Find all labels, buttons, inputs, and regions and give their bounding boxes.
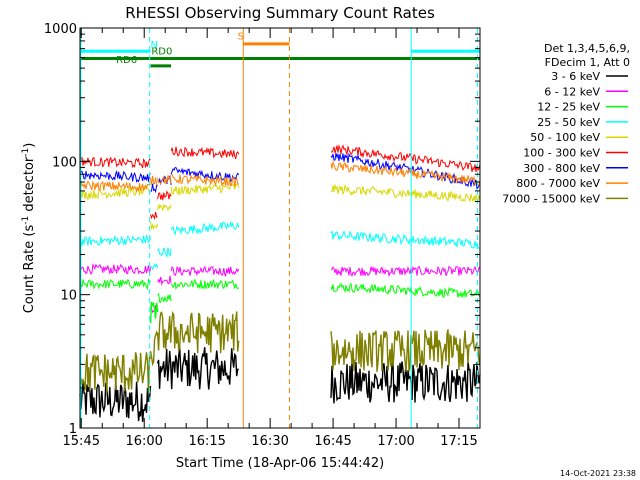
series-8-segment-0: [79, 352, 152, 393]
y-tick-label-1: 10: [60, 289, 77, 304]
series-7-segment-1: [150, 175, 158, 186]
series-8-segment-1: [149, 329, 159, 367]
legend-label-7: 800 - 7000 keV: [516, 177, 600, 190]
legend-label-2: 12 - 25 keV: [537, 101, 600, 114]
x-axis-label: Start Time (18-Apr-06 15:44:42): [176, 456, 384, 471]
y-tick-label-2: 100: [52, 155, 77, 170]
legend-label-8: 7000 - 15000 keV: [502, 192, 600, 205]
x-tick-label-1: 16:00: [125, 434, 162, 449]
y-axis-label-part3: ): [22, 143, 37, 148]
series-3-segment-2: [157, 247, 172, 259]
series-7: [79, 160, 481, 193]
series-2-segment-4: [330, 282, 481, 298]
y-axis-label-part2: detector: [22, 156, 37, 216]
series-4-segment-2: [157, 203, 172, 213]
x-tick-label-3: 16:30: [251, 434, 288, 449]
legend-header-2: FDecim 1, Att 0: [545, 56, 630, 69]
series-6-segment-4: [330, 152, 481, 190]
series-2-segment-2: [157, 292, 172, 303]
legend-items: 3 - 6 keV 6 - 12 keV 12 - 25 keV 25 - 50 ke…: [502, 70, 628, 205]
series-7-segment-4: [330, 160, 481, 187]
series-3-segment-0: [79, 234, 151, 246]
y-tick-label-3: 1000: [44, 22, 77, 37]
series-4: [79, 182, 481, 231]
x-axis-ticks: 15:45 16:00 16:15 16:30 16:45 17:00 17:15: [63, 28, 481, 449]
x-tick-label-5: 17:00: [377, 434, 414, 449]
series-5-segment-3: [170, 146, 240, 160]
y-tick-label-0: 1: [69, 422, 77, 437]
series-0-segment-0: [79, 379, 152, 422]
y-axis-ticks: 1 10 100 1000: [44, 22, 480, 437]
series-8-segment-2: [156, 310, 240, 354]
x-tick-label-2: 16:15: [188, 434, 225, 449]
series-5-segment-1: [150, 211, 158, 221]
legend-label-4: 50 - 100 keV: [530, 131, 600, 144]
legend-label-0: 3 - 6 keV: [551, 70, 600, 83]
series-0-segment-1: [156, 347, 239, 390]
series-5-segment-2: [157, 190, 172, 201]
legend: Det 1,3,4,5,6,9, FDecim 1, Att 0 3 - 6 k…: [502, 42, 630, 205]
plot-frame: [79, 27, 481, 429]
series-8-segment-3: [330, 329, 481, 372]
flag-label-3: S: [238, 31, 244, 42]
series-7-segment-2: [157, 175, 172, 185]
series-3-segment-4: [330, 229, 481, 249]
series-4-segment-1: [150, 221, 159, 231]
vline-layer: [80, 28, 478, 428]
series-4-segment-4: [330, 184, 481, 203]
flag-label-2: RD6: [116, 55, 137, 66]
series-6-segment-1: [150, 183, 158, 194]
legend-label-5: 100 - 300 keV: [523, 147, 600, 160]
chart-title: RHESSI Observing Summary Count Rates: [125, 4, 435, 22]
series-4-segment-3: [170, 182, 240, 196]
legend-label-3: 25 - 50 keV: [537, 116, 600, 129]
x-tick-label-4: 16:45: [314, 434, 351, 449]
flag-label-0: N: [151, 40, 158, 51]
series-3-segment-1: [150, 263, 159, 271]
series-6-segment-0: [79, 170, 151, 183]
series-2: [79, 277, 481, 324]
series-5-segment-4: [330, 144, 481, 173]
y-axis-label: Count Rate (s-1 detector-1): [21, 143, 37, 314]
series-5: [79, 144, 481, 221]
legend-label-6: 300 - 800 keV: [523, 162, 600, 175]
series-2-segment-3: [170, 278, 240, 291]
series-7-segment-3: [171, 173, 239, 187]
series-3-segment-3: [170, 220, 240, 237]
x-tick-label-6: 17:15: [440, 434, 477, 449]
series-layer: [79, 144, 481, 422]
legend-header-1: Det 1,3,4,5,6,9,: [544, 42, 630, 55]
series-8: [79, 310, 481, 393]
series-2-segment-0: [79, 277, 151, 291]
series-2-segment-1: [149, 301, 159, 324]
series-5-segment-0: [79, 156, 151, 169]
series-1-segment-4: [330, 265, 480, 278]
y-axis-label-part1: Count Rate (s: [22, 225, 37, 314]
series-1-segment-2: [157, 275, 172, 286]
y-axis-label-sup1: -1: [21, 216, 31, 225]
flag-label-1: RD0: [151, 47, 172, 58]
x-tick-label-0: 15:45: [63, 434, 100, 449]
series-7-segment-0: [79, 180, 151, 193]
series-1-segment-3: [170, 265, 240, 278]
series-3: [79, 220, 481, 271]
series-1-segment-0: [79, 263, 151, 275]
y-axis-label-sup2: -1: [21, 148, 31, 157]
timestamp: 14-Oct-2021 23:38: [560, 469, 636, 478]
legend-label-1: 6 - 12 keV: [544, 85, 600, 98]
